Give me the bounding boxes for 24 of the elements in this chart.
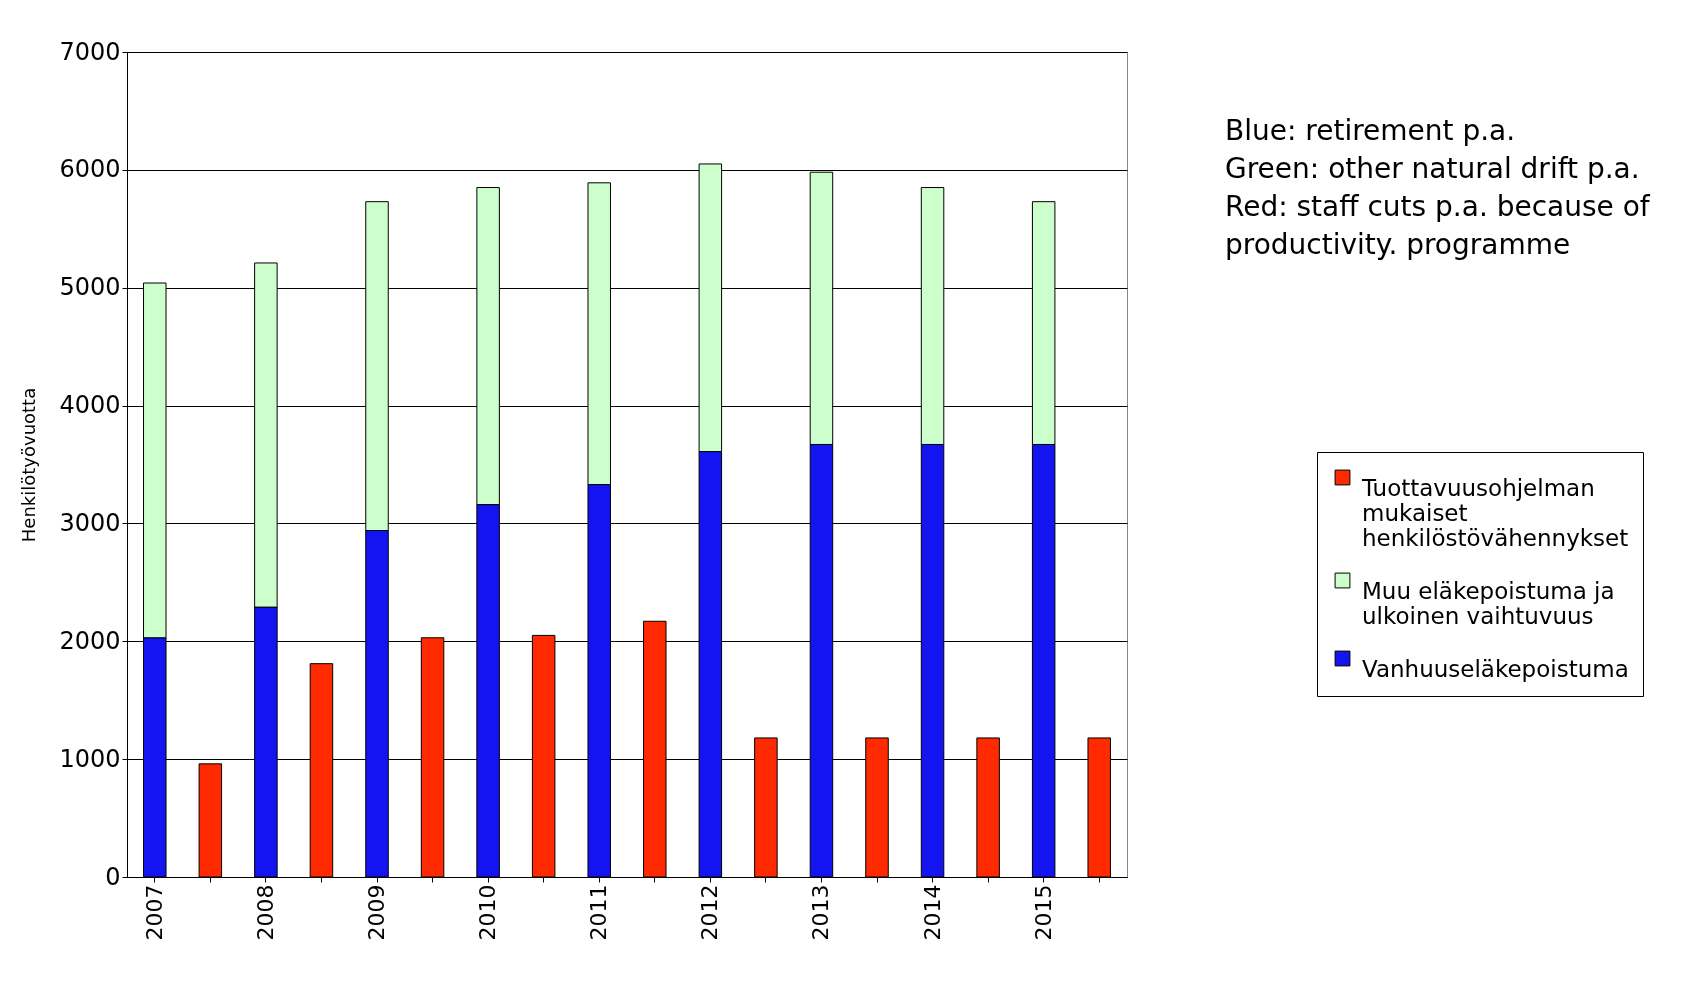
x-tick-label: 2011	[586, 884, 612, 941]
y-tick-label: 3000	[59, 508, 121, 537]
y-tick-label: 1000	[59, 744, 121, 773]
y-tick-label: 7000	[59, 37, 121, 66]
x-tick-label: 2007	[141, 884, 167, 941]
y-axis-title: Henkilötyövuotta	[18, 387, 40, 543]
y-tick-label: 6000	[59, 155, 121, 184]
legend-label: Vanhuuseläkepoistuma	[1362, 655, 1629, 682]
y-tick-label: 5000	[59, 273, 121, 302]
x-tick-label: 2013	[808, 884, 834, 941]
x-tick-label: 2009	[364, 884, 389, 941]
x-tick-label: 2015	[1030, 884, 1056, 941]
x-tick-label: 2014	[919, 884, 945, 941]
text: Blue: retirement p.a.	[1225, 113, 1517, 149]
x-tick-label: 2008	[252, 884, 278, 941]
x-tick-label: 2012	[697, 884, 723, 941]
text: Green: other natural drift p.a.	[1225, 151, 1641, 187]
x-tick-label: 2010	[475, 884, 501, 941]
legend-label: Tuottavuusohjelman mukaiset henkilöstövähennykset	[1361, 474, 1629, 551]
y-tick-label: 4000	[59, 391, 121, 420]
legend-label: Muu eläkepoistuma ja ulkoinen vaihtuvuus	[1362, 577, 1615, 629]
y-tick-label: 2000	[59, 626, 121, 655]
y-tick-label: 0	[105, 862, 121, 891]
text: Red: staff cuts p.a. because of productivity. programme	[1225, 189, 1651, 263]
